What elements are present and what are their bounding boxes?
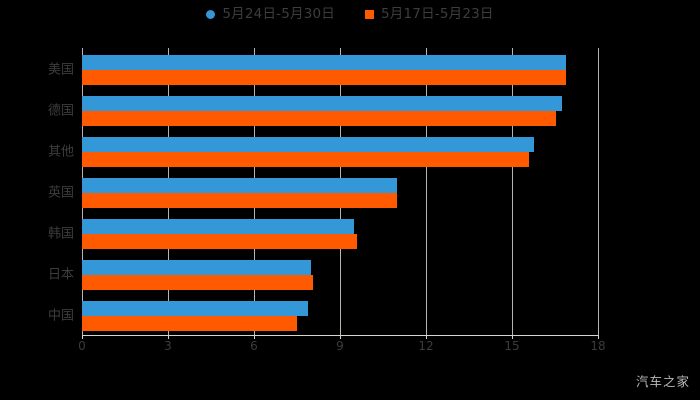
y-axis-label-text: 韩国 bbox=[47, 226, 74, 242]
y-axis-label-text: 日本 bbox=[47, 267, 74, 283]
gridline bbox=[512, 48, 513, 335]
x-tick-label: 0 bbox=[78, 339, 86, 353]
x-tick-mark bbox=[512, 335, 513, 339]
bar-中国-series-0[interactable] bbox=[82, 301, 309, 316]
x-tick-label: 9 bbox=[336, 339, 344, 353]
y-axis-label-text: 德国 bbox=[47, 103, 74, 119]
y-axis-label-text: 美国 bbox=[47, 62, 74, 78]
plot-area bbox=[82, 48, 599, 335]
bar-德国-series-1[interactable] bbox=[82, 111, 557, 126]
x-tick-mark bbox=[598, 335, 599, 339]
x-tick-mark bbox=[340, 335, 341, 339]
legend-item-series-1[interactable]: 5月17日-5月23日 bbox=[365, 6, 494, 22]
x-tick-mark bbox=[82, 335, 83, 339]
bar-其他-series-1[interactable] bbox=[82, 152, 530, 167]
legend-item-series-0[interactable]: 5月24日-5月30日 bbox=[206, 6, 335, 22]
bar-英国-series-1[interactable] bbox=[82, 193, 398, 208]
y-axis-label-text: 英国 bbox=[47, 185, 74, 201]
watermark: 汽车之家 bbox=[635, 373, 690, 389]
gridline bbox=[426, 48, 427, 335]
bar-美国-series-0[interactable] bbox=[82, 55, 567, 70]
bar-中国-series-1[interactable] bbox=[82, 316, 297, 331]
bar-日本-series-0[interactable] bbox=[82, 260, 312, 275]
bar-日本-series-1[interactable] bbox=[82, 275, 313, 290]
bar-英国-series-0[interactable] bbox=[82, 178, 398, 193]
bar-美国-series-1[interactable] bbox=[82, 70, 567, 85]
chart-legend: 5月24日-5月30日 5月17日-5月23日 bbox=[0, 6, 700, 22]
x-tick-label: 12 bbox=[418, 339, 434, 353]
legend-label-series-0: 5月24日-5月30日 bbox=[222, 6, 335, 22]
square-marker-icon bbox=[365, 10, 374, 20]
x-tick-mark bbox=[168, 335, 169, 339]
bar-德国-series-0[interactable] bbox=[82, 96, 563, 111]
gridline bbox=[598, 48, 599, 335]
x-tick-mark bbox=[426, 335, 427, 339]
x-tick-label: 18 bbox=[590, 339, 606, 353]
legend-label-series-1: 5月17日-5月23日 bbox=[381, 6, 494, 22]
bar-韩国-series-0[interactable] bbox=[82, 219, 355, 234]
x-tick-mark bbox=[254, 335, 255, 339]
circle-marker-icon bbox=[206, 10, 216, 20]
x-tick-label: 3 bbox=[164, 339, 172, 353]
x-tick-label: 6 bbox=[250, 339, 258, 353]
bar-其他-series-0[interactable] bbox=[82, 137, 534, 152]
y-axis-label-text: 其他 bbox=[47, 144, 74, 160]
y-axis-label-text: 中国 bbox=[47, 308, 74, 324]
x-tick-label: 15 bbox=[504, 339, 520, 353]
bar-韩国-series-1[interactable] bbox=[82, 234, 358, 249]
